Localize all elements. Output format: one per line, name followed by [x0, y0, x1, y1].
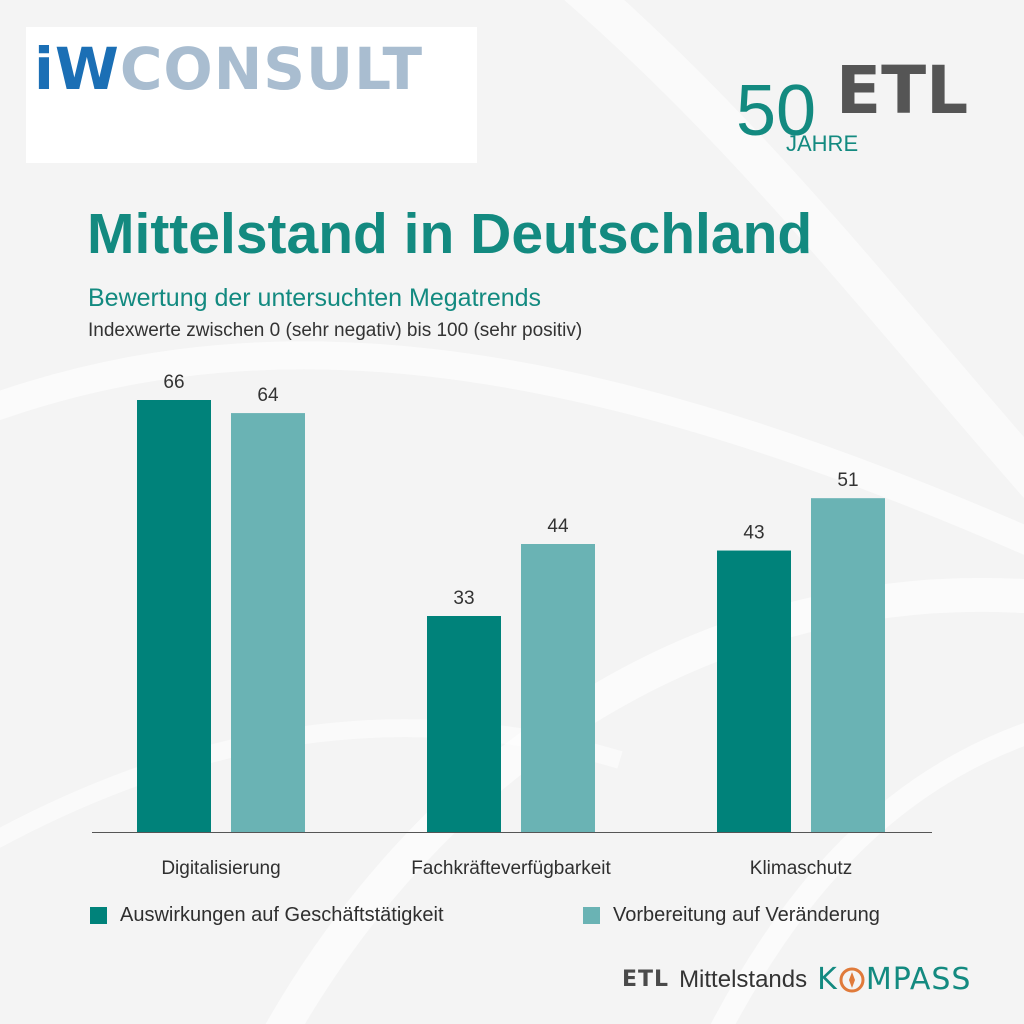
data-label: 64 [257, 385, 279, 406]
etl-logo-name: ETL [836, 52, 968, 129]
kompass-letters-mpass: MPASS [865, 962, 972, 997]
legend-label-series-1: Auswirkungen auf Geschäftstätigkeit [120, 904, 444, 926]
chart-note: Indexwerte zwischen 0 (sehr negativ) bis… [88, 320, 583, 341]
etl-logo-years: JAHRE [786, 131, 858, 156]
footer-etl-logo: ETL [622, 967, 670, 992]
page-title: Mittelstand in Deutschland [87, 202, 813, 266]
data-label: 43 [743, 523, 764, 544]
etl-logo-digits: 50 [736, 71, 816, 151]
footer-brand-text: Mittelstands [679, 965, 808, 993]
data-label: 51 [837, 470, 858, 491]
iw-consult-logo: iWCONSULT [34, 40, 423, 98]
kompass-logo: K MPASS [817, 962, 971, 997]
compass-icon [839, 967, 865, 992]
data-label: 66 [163, 372, 184, 393]
bar-klimaschutz-series-1 [717, 550, 791, 832]
kompass-letter-k: K [817, 962, 838, 997]
data-label: 33 [453, 588, 474, 609]
bar-fachkräfteverfügbarkeit-series-2 [521, 544, 595, 832]
iw-consult-logo-panel [26, 27, 477, 163]
iw-logo-part: iW [34, 35, 120, 103]
chart-legend: Auswirkungen auf Geschäftstätigkeit Vorb… [90, 904, 990, 930]
category-label: Digitalisierung [161, 858, 280, 879]
data-label: 44 [547, 516, 569, 537]
bar-fachkräfteverfügbarkeit-series-1 [427, 616, 501, 832]
bar-klimaschutz-series-2 [811, 498, 885, 832]
chart-subtitle: Bewertung der untersuchten Megatrends [88, 284, 542, 312]
footer-brand: ETL Mittelstands K MPASS [622, 962, 971, 997]
legend-item-series-2: Vorbereitung auf Veränderung [583, 904, 880, 927]
consult-logo-part: CONSULT [119, 35, 424, 103]
legend-label-series-2: Vorbereitung auf Veränderung [613, 904, 880, 926]
bar-digitalisierung-series-1 [137, 400, 211, 832]
category-label: Klimaschutz [750, 858, 852, 879]
category-label: Fachkräfteverfügbarkeit [411, 858, 611, 879]
legend-item-series-1: Auswirkungen auf Geschäftstätigkeit [90, 904, 444, 927]
legend-swatch-series-1 [90, 907, 107, 924]
bar-digitalisierung-series-2 [231, 413, 305, 832]
etl-50-jahre-logo: 50 ETL JAHRE [736, 52, 968, 156]
legend-swatch-series-2 [583, 907, 600, 924]
